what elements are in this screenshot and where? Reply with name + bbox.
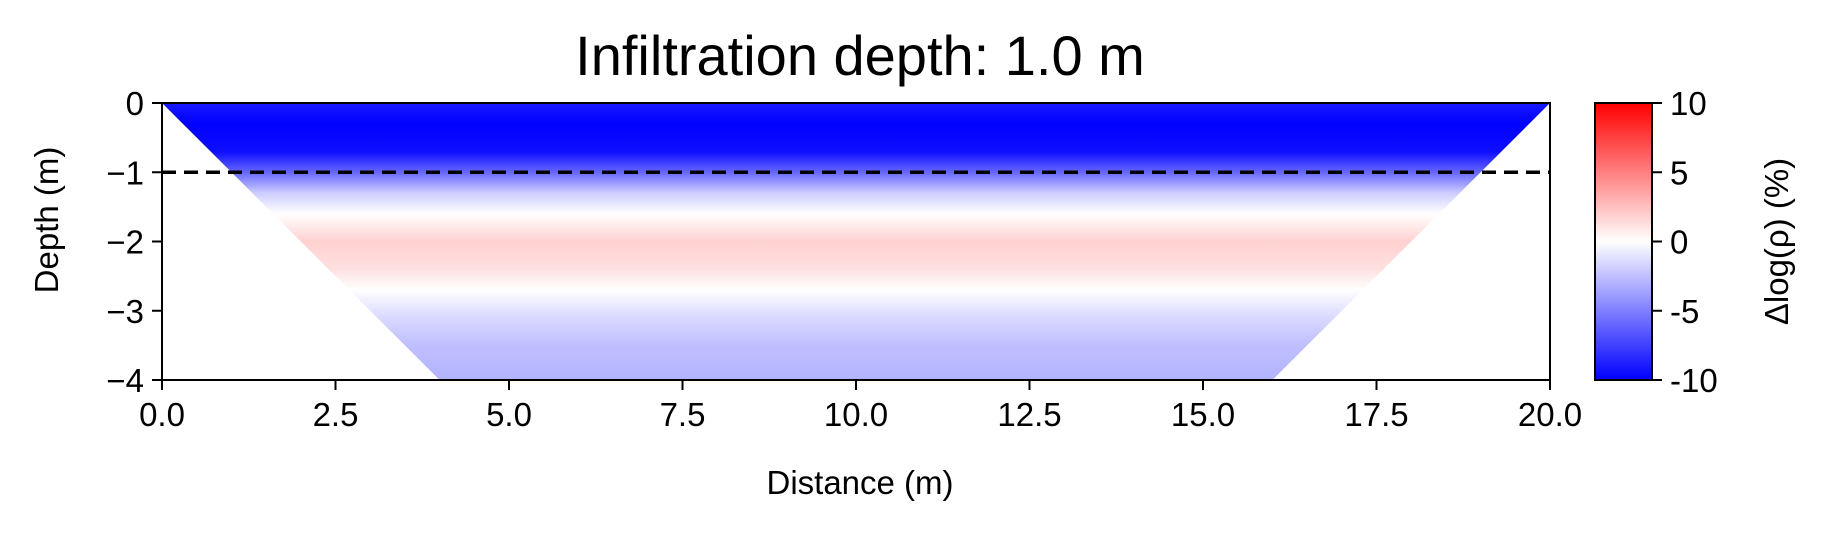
colorbar-tick-label: 10 (1670, 85, 1707, 122)
x-tick-label: 15.0 (1171, 396, 1235, 433)
colorbar (1594, 102, 1653, 381)
colorbar-tick-label: -5 (1670, 293, 1699, 330)
x-tick-label: 0.0 (139, 396, 185, 433)
y-tick-label: −4 (106, 362, 144, 399)
x-tick-label: 2.5 (313, 396, 359, 433)
x-tick-label: 20.0 (1518, 396, 1582, 433)
x-tick-label: 5.0 (486, 396, 532, 433)
y-tick-label: −2 (106, 224, 144, 261)
x-axis: 0.0 2.5 5.0 7.5 10.0 12.5 15.0 17.5 20.0 (139, 380, 1582, 433)
y-tick-label: 0 (126, 85, 144, 122)
colorbar-tick-label: 5 (1670, 154, 1688, 191)
x-tick-label: 12.5 (997, 396, 1061, 433)
colorbar-tick-label: -10 (1670, 362, 1718, 399)
resistivity-change-field (162, 103, 1550, 380)
colorbar-tick-label: 0 (1670, 224, 1688, 261)
x-axis-label: Distance (m) (766, 464, 953, 501)
plot-area (162, 103, 1550, 380)
colorbar-label: Δlog(ρ) (%) (1758, 158, 1795, 325)
chart-title: Infiltration depth: 1.0 m (575, 24, 1145, 87)
y-axis-label: Depth (m) (28, 147, 65, 294)
x-tick-label: 10.0 (824, 396, 888, 433)
x-tick-label: 7.5 (660, 396, 706, 433)
colorbar-axis: 10 5 0 -5 -10 (1652, 85, 1718, 399)
y-tick-label: −1 (106, 154, 144, 191)
y-axis: 0 −1 −2 −3 −4 (106, 85, 162, 399)
x-tick-label: 17.5 (1344, 396, 1408, 433)
y-tick-label: −3 (106, 293, 144, 330)
